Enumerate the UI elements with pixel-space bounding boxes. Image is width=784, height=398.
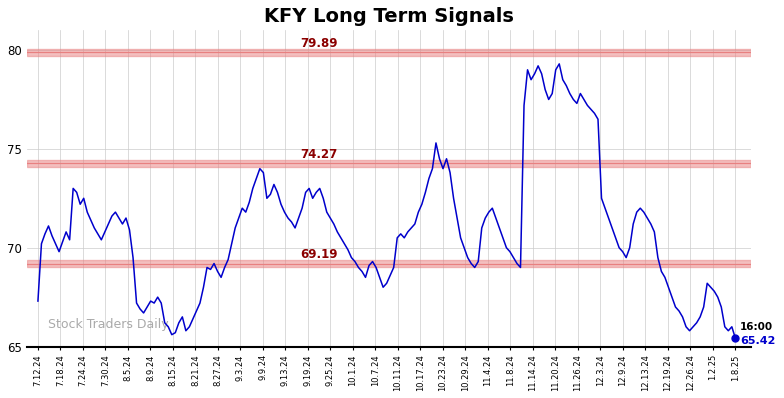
Text: 74.27: 74.27 (301, 148, 338, 161)
Bar (27, 49, 751, 56)
Title: KFY Long Term Signals: KFY Long Term Signals (264, 7, 514, 26)
Bar (27, 260, 751, 267)
Text: 16:00: 16:00 (740, 322, 773, 332)
Text: 79.89: 79.89 (301, 37, 338, 50)
Text: Stock Traders Daily: Stock Traders Daily (49, 318, 169, 331)
Text: 69.19: 69.19 (301, 248, 338, 261)
Text: 65.42: 65.42 (740, 336, 775, 346)
Bar (27, 160, 751, 167)
